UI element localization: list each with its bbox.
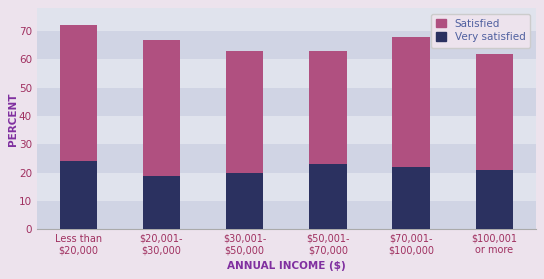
Legend: Satisfied, Very satisfied: Satisfied, Very satisfied [430, 14, 530, 48]
Bar [309, 164, 347, 229]
Bar [475, 170, 513, 229]
Y-axis label: PERCENT: PERCENT [8, 92, 18, 146]
X-axis label: ANNUAL INCOME ($): ANNUAL INCOME ($) [227, 261, 345, 271]
Bar [37, 144, 536, 173]
Bar [143, 175, 180, 229]
Bar [59, 25, 97, 161]
Bar [392, 167, 430, 229]
Bar [226, 173, 263, 229]
Bar [37, 59, 536, 88]
Bar [37, 201, 536, 229]
Bar [392, 37, 430, 167]
Bar [37, 116, 536, 144]
Bar [59, 161, 97, 229]
Bar [475, 54, 513, 170]
Bar [309, 51, 347, 164]
Bar [37, 31, 536, 59]
Bar [226, 51, 263, 173]
Bar [143, 40, 180, 175]
Bar [37, 88, 536, 116]
Bar [37, 173, 536, 201]
